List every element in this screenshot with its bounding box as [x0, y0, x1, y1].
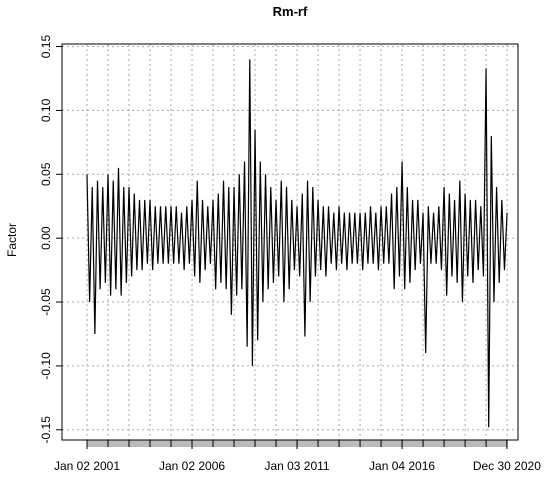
y-tick-label: 0.00 — [39, 226, 53, 250]
y-tick-label: -0.10 — [39, 352, 53, 380]
x-tick-label: Jan 04 2016 — [369, 459, 435, 473]
x-tick-label: Jan 02 2006 — [159, 459, 225, 473]
x-tick-label: Dec 30 2020 — [473, 459, 541, 473]
data-line — [86, 59, 508, 428]
y-tick-label: 0.15 — [39, 35, 53, 59]
x-tick-label: Jan 02 2001 — [54, 459, 120, 473]
y-tick-label: 0.10 — [39, 98, 53, 122]
y-axis-label: Factor — [5, 223, 19, 257]
y-tick-label: -0.15 — [39, 416, 53, 444]
chart-title: Rm-rf — [273, 4, 308, 19]
y-tick-label: -0.05 — [39, 288, 53, 316]
y-tick-label: 0.05 — [39, 162, 53, 186]
plot-frame — [61, 43, 519, 441]
x-tick-label: Jan 03 2011 — [264, 459, 329, 473]
